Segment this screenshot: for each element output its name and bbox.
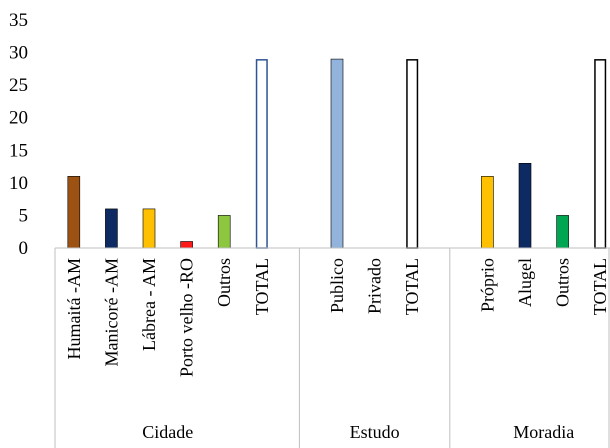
y-tick-label: 30 [9, 43, 28, 64]
bar-cidade-3 [180, 241, 193, 249]
category-labels: Humaitá -AM Manicoré -AM Lábrea - AM Porto … [64, 258, 610, 377]
y-tick-label: 25 [9, 75, 28, 96]
group-label: Moradia [513, 422, 574, 442]
bar-cidade-4 [217, 215, 231, 249]
category-label: Privado [365, 258, 385, 314]
bar-estudo-2 [406, 59, 419, 249]
bar-moradia-2 [556, 215, 569, 249]
category-label: Manicoré -AM [101, 258, 121, 366]
bar-moradia-0 [481, 176, 494, 249]
bar-cidade-5 [255, 59, 268, 249]
group-label: Estudo [350, 422, 400, 442]
category-label: TOTAL [590, 258, 610, 315]
y-tick-label: 15 [9, 140, 28, 161]
axis-frame [54, 247, 610, 448]
bar-moradia-3 [594, 59, 607, 249]
bar-moradia-1 [518, 163, 532, 249]
category-label: Alugel [515, 258, 535, 307]
category-label: Próprio [477, 258, 497, 312]
category-label: Porto velho -RO [177, 258, 197, 377]
category-label: Lábrea - AM [139, 258, 159, 351]
y-tick-label: 10 [9, 173, 28, 194]
bar-cidade-2 [142, 208, 156, 249]
category-label: Outros [553, 258, 573, 307]
bar-cidade-1 [105, 208, 118, 249]
category-label: TOTAL [402, 258, 422, 315]
group-labels: Cidade Estudo Moradia [142, 422, 574, 442]
y-tick-label: 35 [9, 10, 28, 31]
category-label: Humaitá -AM [64, 258, 84, 359]
y-axis: 0 5 10 15 20 25 30 35 [9, 10, 28, 259]
y-tick-label: 5 [19, 205, 29, 226]
bar-estudo-0 [330, 58, 344, 249]
category-label: Publico [327, 258, 347, 313]
group-label: Cidade [142, 422, 193, 442]
y-tick-label: 0 [19, 238, 29, 259]
bar-cidade-0 [67, 176, 81, 249]
bars [67, 58, 607, 249]
y-tick-label: 20 [9, 108, 28, 129]
category-label: Outros [214, 258, 234, 307]
category-label: TOTAL [252, 258, 272, 315]
